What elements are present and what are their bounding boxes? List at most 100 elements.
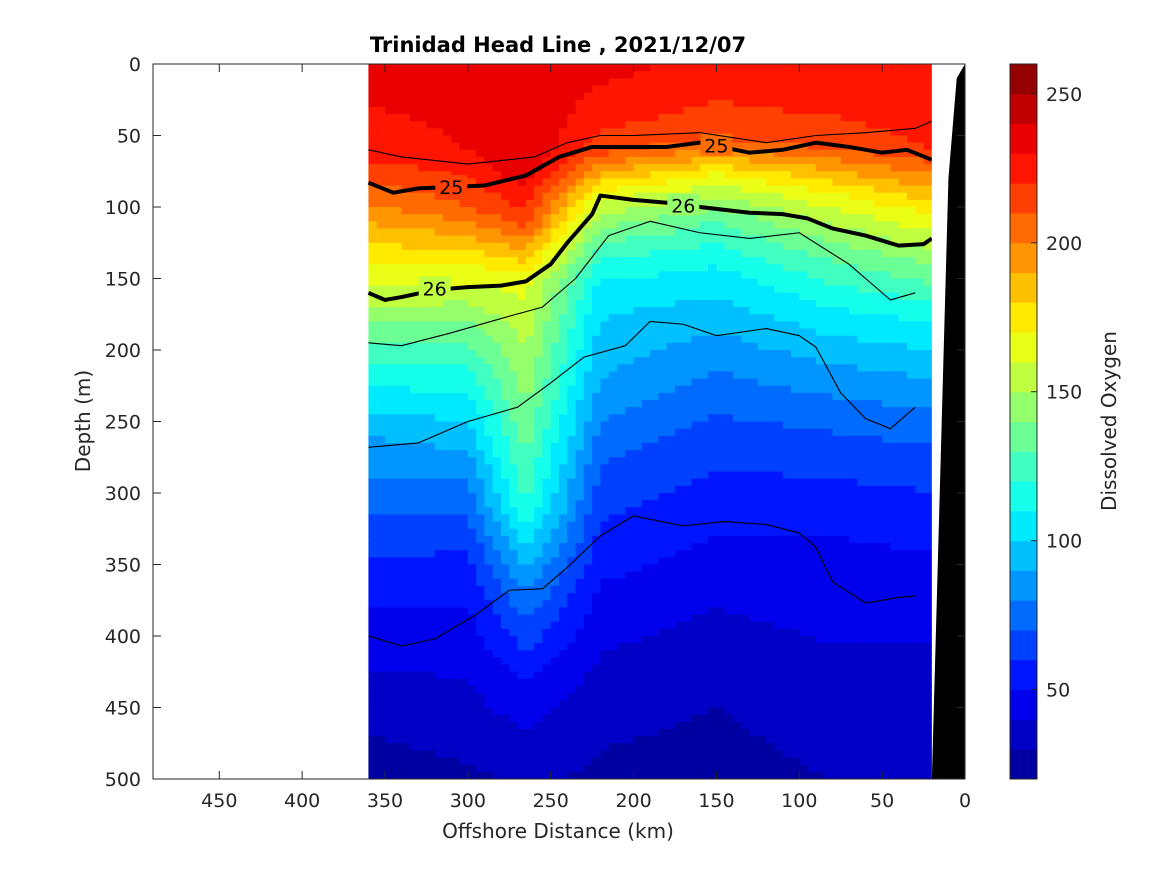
field-cell bbox=[409, 550, 419, 559]
field-cell bbox=[774, 414, 784, 423]
field-cell bbox=[501, 299, 510, 308]
field-cell bbox=[550, 550, 560, 559]
field-cell bbox=[534, 235, 544, 244]
field-cell bbox=[708, 407, 718, 416]
field-cell bbox=[393, 207, 403, 215]
field-cell bbox=[550, 764, 560, 773]
field-cell bbox=[774, 156, 784, 165]
field-cell bbox=[757, 178, 767, 187]
field-cell bbox=[385, 743, 394, 752]
field-cell bbox=[592, 78, 602, 87]
field-cell bbox=[492, 564, 502, 573]
field-cell bbox=[757, 414, 767, 423]
field-cell bbox=[749, 249, 759, 258]
field-cell bbox=[517, 421, 527, 430]
field-cell bbox=[542, 714, 552, 723]
field-cell bbox=[534, 321, 544, 330]
field-cell bbox=[766, 435, 776, 444]
field-cell bbox=[534, 335, 544, 344]
field-cell bbox=[484, 714, 494, 723]
field-cell bbox=[617, 400, 626, 408]
field-cell bbox=[567, 757, 577, 766]
field-cell bbox=[409, 464, 419, 473]
field-cell bbox=[525, 771, 535, 779]
field-cell bbox=[691, 421, 701, 430]
field-cell bbox=[749, 757, 759, 766]
field-cell bbox=[501, 78, 510, 87]
field-cell bbox=[509, 528, 519, 537]
field-cell bbox=[625, 207, 635, 215]
field-cell bbox=[451, 564, 461, 573]
field-cell bbox=[467, 385, 477, 394]
field-cell bbox=[368, 321, 378, 330]
field-cell bbox=[509, 292, 519, 301]
field-cell bbox=[476, 292, 486, 301]
field-cell bbox=[542, 743, 552, 752]
field-cell bbox=[492, 628, 502, 637]
field-cell bbox=[724, 457, 734, 466]
field-cell bbox=[675, 357, 684, 365]
field-cell bbox=[426, 521, 436, 530]
field-cell bbox=[617, 671, 626, 680]
field-cell bbox=[658, 643, 668, 651]
field-cell bbox=[501, 528, 510, 537]
field-cell bbox=[641, 593, 651, 601]
field-cell bbox=[534, 178, 544, 187]
field-cell bbox=[509, 164, 519, 172]
field-cell bbox=[733, 621, 742, 630]
field-cell bbox=[385, 257, 394, 265]
field-cell bbox=[484, 149, 494, 158]
field-cell bbox=[583, 507, 593, 516]
field-cell bbox=[716, 435, 726, 444]
field-cell bbox=[467, 114, 477, 122]
field-cell bbox=[368, 514, 378, 523]
field-cell bbox=[691, 185, 701, 194]
field-cell bbox=[501, 757, 510, 766]
field-cell bbox=[550, 106, 560, 115]
field-cell bbox=[418, 471, 428, 480]
field-cell bbox=[409, 564, 419, 573]
field-cell bbox=[608, 671, 618, 680]
field-cell bbox=[418, 264, 428, 273]
field-cell bbox=[617, 156, 626, 165]
field-cell bbox=[492, 164, 502, 172]
field-cell bbox=[617, 171, 626, 180]
field-cell bbox=[650, 593, 660, 601]
field-cell bbox=[650, 621, 660, 630]
field-cell bbox=[550, 657, 560, 666]
field-cell bbox=[592, 385, 602, 394]
field-cell bbox=[426, 607, 436, 616]
field-cell bbox=[401, 106, 411, 115]
field-cell bbox=[492, 400, 502, 408]
field-cell bbox=[484, 478, 494, 487]
field-cell bbox=[633, 171, 643, 180]
field-cell bbox=[542, 285, 552, 294]
field-cell bbox=[757, 435, 767, 444]
field-cell bbox=[509, 378, 519, 387]
field-cell bbox=[409, 686, 419, 694]
field-cell bbox=[434, 307, 444, 315]
field-cell bbox=[766, 314, 776, 323]
field-cell bbox=[542, 85, 552, 94]
field-cell bbox=[476, 664, 486, 673]
field-cell bbox=[600, 485, 610, 494]
field-cell bbox=[559, 92, 568, 101]
field-cell bbox=[443, 450, 452, 458]
field-cell bbox=[583, 71, 593, 79]
field-cell bbox=[418, 636, 428, 644]
field-cell bbox=[443, 321, 452, 330]
field-cell bbox=[716, 428, 726, 437]
field-cell bbox=[376, 564, 386, 573]
field-cell bbox=[418, 106, 428, 115]
field-cell bbox=[476, 471, 486, 480]
field-cell bbox=[724, 242, 734, 251]
field-cell bbox=[459, 621, 469, 630]
field-cell bbox=[534, 435, 544, 444]
field-cell bbox=[542, 757, 552, 766]
field-cell bbox=[509, 128, 519, 137]
field-cell bbox=[401, 364, 411, 373]
field-cell bbox=[385, 221, 394, 230]
field-cell bbox=[708, 493, 718, 501]
field-cell bbox=[376, 192, 386, 201]
field-cell bbox=[625, 557, 635, 566]
